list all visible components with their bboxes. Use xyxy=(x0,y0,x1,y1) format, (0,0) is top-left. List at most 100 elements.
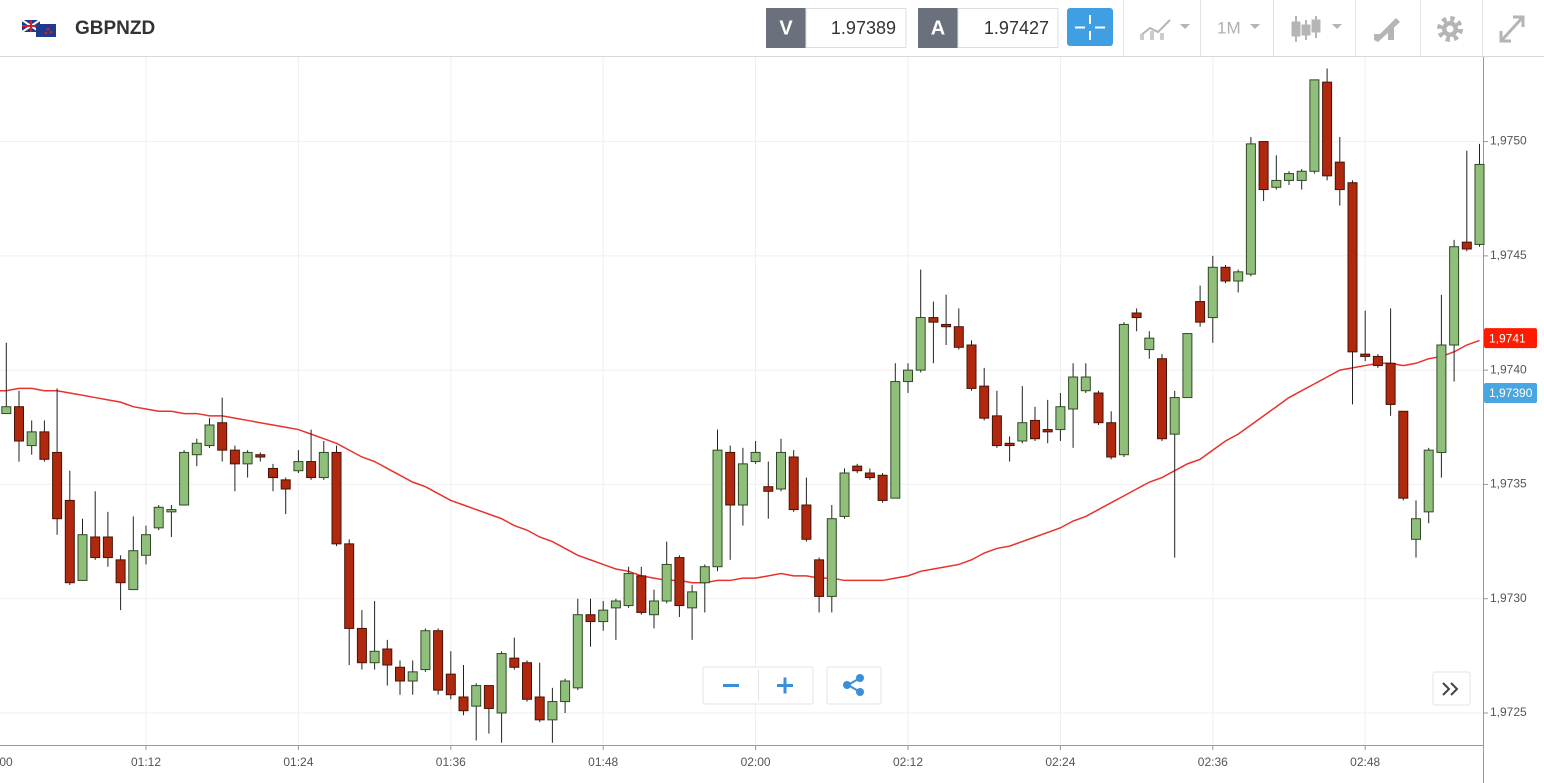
candle-body-down xyxy=(280,479,291,490)
candle-body-up xyxy=(153,506,164,529)
candle-body-up xyxy=(318,451,329,479)
drawing-tool-button[interactable] xyxy=(1374,18,1400,42)
x-tick-label: 02:48 xyxy=(1350,755,1380,769)
candle-body-up xyxy=(1118,323,1129,456)
candle-body-down xyxy=(801,504,812,540)
flag-icon xyxy=(21,19,56,37)
candle-body-up xyxy=(572,614,583,689)
share-button[interactable] xyxy=(826,666,882,705)
price-marker-label: 1,9741 xyxy=(1489,331,1526,345)
scroll-right-button[interactable] xyxy=(1432,671,1471,706)
candle-body-down xyxy=(991,415,1002,447)
candle-body-up xyxy=(179,451,190,506)
bid-label: V xyxy=(779,17,793,39)
crosshair-button[interactable] xyxy=(1067,8,1113,46)
candle-body-down xyxy=(953,326,964,348)
candle-body-down xyxy=(433,630,444,691)
candle-body-down xyxy=(534,696,545,721)
timeframe: 1M xyxy=(1217,18,1241,37)
bid-label-box[interactable] xyxy=(766,8,806,48)
zoom-in-button[interactable] xyxy=(777,677,793,694)
candle-body-down xyxy=(1372,355,1383,367)
candle-body-up xyxy=(1436,344,1447,453)
candle-body-down xyxy=(1042,429,1053,433)
candle-body-down xyxy=(458,696,469,712)
candle-body-down xyxy=(1398,410,1409,499)
candle-body-down xyxy=(14,406,24,442)
candle-body-up xyxy=(1411,518,1421,540)
candle-body-down xyxy=(1360,353,1371,357)
candle-body-down xyxy=(331,451,342,545)
candle-body-down xyxy=(1030,419,1040,440)
fullscreen-button[interactable] xyxy=(1499,15,1525,43)
candle-body-up xyxy=(77,534,88,581)
candle-body-up xyxy=(649,600,659,616)
price-marker: 1,9741 xyxy=(1484,328,1537,349)
ask-box[interactable] xyxy=(957,8,1059,48)
candle-body-up xyxy=(496,653,507,714)
candle-body-up xyxy=(839,472,850,517)
candle-body-down xyxy=(115,559,126,584)
candle-body-up xyxy=(623,573,634,607)
candle-body-up xyxy=(1182,333,1193,399)
candle-body-up xyxy=(890,381,901,499)
candle-body-down xyxy=(941,323,952,328)
zoom-controls xyxy=(702,666,1471,706)
price-marker-box xyxy=(1484,328,1537,349)
toolbar: GBPNZD V 1.97389 A 1.97427 1M xyxy=(0,0,1544,57)
price-marker: 1,97390 xyxy=(1484,383,1537,403)
candle-body-up xyxy=(471,685,482,707)
candle-body-up xyxy=(1474,163,1485,245)
candle-body-up xyxy=(1207,266,1218,319)
candle-body-down xyxy=(636,575,647,613)
candle-body-down xyxy=(1347,182,1358,353)
candle-body-up xyxy=(661,563,672,602)
candle-body-down xyxy=(864,472,875,479)
bid-box[interactable] xyxy=(805,8,907,48)
candle-type-button[interactable] xyxy=(1291,16,1342,42)
candle-body-down xyxy=(674,557,685,607)
candle-body-down xyxy=(39,431,50,460)
y-tick-label: 1,9735 xyxy=(1490,477,1527,491)
candle-body-up xyxy=(1245,143,1256,275)
candle-body-up xyxy=(776,451,786,490)
candle-body-up xyxy=(1423,449,1434,513)
candle-body-down xyxy=(522,662,532,700)
candle-body-down xyxy=(788,456,799,511)
candle-body-down xyxy=(509,657,520,668)
candle-body-up xyxy=(204,424,215,447)
candle-body-down xyxy=(1093,392,1104,424)
candle-body-up xyxy=(128,550,139,591)
timeframe-button[interactable]: 1M xyxy=(1217,18,1260,37)
candle-body-up xyxy=(1309,79,1320,172)
candle-body-down xyxy=(356,627,367,664)
candle-body-down xyxy=(928,317,939,323)
ask-label-box[interactable] xyxy=(918,8,958,48)
candle-body-down xyxy=(255,454,266,458)
candle-body-up xyxy=(420,630,431,671)
candle-body-up xyxy=(560,680,571,703)
candle-body-up xyxy=(750,451,761,463)
candle-body-up xyxy=(1017,422,1028,442)
plot-area: 1,9750 1,9745 1,9740 1,9735 1,9730 1,9725 00 01… xyxy=(0,57,1537,783)
x-tick-label: 01:36 xyxy=(436,755,466,769)
x-tick-label: 01:24 xyxy=(283,755,313,769)
candle-body-down xyxy=(382,648,393,666)
candle-body-down xyxy=(877,474,888,501)
candle-body-up xyxy=(293,461,304,472)
price-marker-box xyxy=(1484,383,1537,403)
candle-body-down xyxy=(1157,358,1167,440)
y-tick-label: 1,9740 xyxy=(1490,362,1527,376)
x-tick-label: 02:36 xyxy=(1198,755,1228,769)
x-tick-label: 01:48 xyxy=(588,755,618,769)
symbol: GBPNZD xyxy=(75,18,155,39)
settings-button[interactable] xyxy=(1437,16,1463,42)
candle-body-down xyxy=(217,422,228,451)
candle-body-up xyxy=(1080,376,1091,392)
y-tick-label: 1,9745 xyxy=(1490,248,1527,262)
candle-body-up xyxy=(242,451,253,465)
chart-type-button[interactable] xyxy=(1139,19,1190,40)
candle-body-up xyxy=(547,701,558,721)
candle-body-down xyxy=(229,449,240,465)
